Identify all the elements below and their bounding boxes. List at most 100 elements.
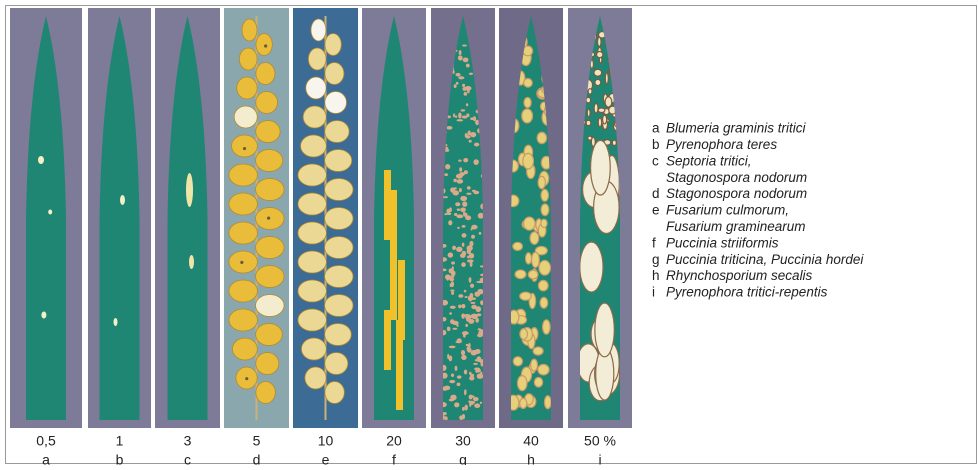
lesion	[454, 365, 458, 372]
lesion	[530, 251, 540, 269]
spikelet	[297, 192, 327, 216]
lesion	[460, 195, 468, 202]
lesion	[468, 400, 471, 403]
lesion	[464, 404, 468, 411]
lesion	[463, 158, 469, 163]
lesions	[511, 34, 551, 411]
spikelet	[255, 178, 285, 201]
lesion	[456, 208, 461, 211]
lesion	[469, 375, 475, 381]
lesion	[465, 215, 472, 221]
lesion	[449, 312, 452, 315]
lesion	[465, 343, 469, 347]
lesion	[480, 361, 483, 367]
specimen	[99, 16, 140, 420]
lesion	[453, 178, 457, 183]
lesion	[449, 275, 455, 278]
lesion	[451, 291, 455, 295]
lesion	[597, 117, 603, 128]
lesion	[476, 313, 482, 317]
lesion	[461, 115, 468, 119]
severity-label: 10	[318, 433, 334, 449]
lesion	[465, 63, 470, 68]
lesion	[384, 170, 391, 240]
lesion	[456, 119, 464, 122]
spikelet	[228, 192, 258, 216]
lesions	[38, 156, 53, 319]
legend-letter: f	[652, 235, 656, 250]
lesion	[468, 277, 472, 283]
lesions	[186, 173, 194, 269]
lesion	[540, 218, 548, 229]
lesion	[585, 119, 592, 127]
severity-label: 0,5	[36, 433, 56, 449]
lesion	[604, 72, 609, 85]
legend-name: Blumeria graminis tritici	[666, 121, 807, 136]
lesion	[511, 194, 520, 208]
lesion	[456, 338, 462, 344]
lesion	[469, 283, 475, 288]
lesion	[446, 125, 453, 130]
spikelet	[324, 178, 354, 201]
spikelet	[255, 323, 283, 346]
lesion	[452, 327, 458, 330]
lesion	[511, 309, 520, 325]
lesion	[448, 345, 456, 349]
legend-name: Pyrenophora tritici-repentis	[666, 285, 828, 300]
spikelet	[231, 134, 258, 158]
lesion	[452, 245, 457, 250]
lesion	[595, 50, 604, 59]
severity-label: 40	[523, 433, 539, 449]
lesion	[460, 349, 466, 356]
lesion	[462, 211, 466, 217]
panel-letter: c	[184, 452, 191, 465]
lesion	[587, 135, 593, 141]
lesion	[461, 262, 466, 268]
panel-letter: b	[116, 452, 124, 465]
lesion	[537, 279, 549, 292]
spikelet	[241, 18, 258, 42]
spikelet	[255, 265, 285, 288]
legend-letter: e	[652, 203, 660, 218]
lesion	[473, 190, 480, 195]
lesion	[449, 379, 456, 384]
specimen	[580, 16, 620, 420]
lesion	[601, 114, 608, 125]
spikelet	[238, 47, 258, 71]
lesion	[537, 363, 550, 376]
lesion	[469, 240, 474, 247]
lesion	[462, 83, 466, 88]
lesion	[449, 277, 455, 282]
lesion	[461, 303, 466, 309]
lesion	[454, 402, 460, 408]
lesion	[445, 163, 451, 170]
lesion	[458, 50, 462, 56]
lesion	[41, 311, 47, 319]
spikelet	[310, 18, 327, 42]
specimen	[374, 16, 414, 420]
lesion	[466, 259, 474, 263]
spikelet	[297, 163, 327, 187]
lesion	[189, 255, 194, 269]
lesion	[479, 265, 483, 268]
lesion	[459, 253, 466, 258]
lesion	[540, 203, 550, 217]
spikelet	[324, 207, 354, 230]
spikelet	[228, 308, 258, 332]
spikelet	[324, 91, 347, 114]
spikelet	[324, 236, 354, 259]
lesion	[466, 245, 473, 251]
lesion	[458, 187, 462, 193]
lesion	[474, 403, 481, 409]
lesion	[473, 159, 479, 166]
lesion	[463, 170, 468, 175]
lesion	[48, 209, 53, 215]
leaf	[99, 16, 140, 420]
lesion	[477, 288, 483, 295]
spikelet	[305, 76, 327, 100]
lesion	[458, 76, 465, 80]
lesion	[468, 318, 475, 324]
lesion	[455, 81, 459, 85]
lesion	[456, 246, 463, 253]
